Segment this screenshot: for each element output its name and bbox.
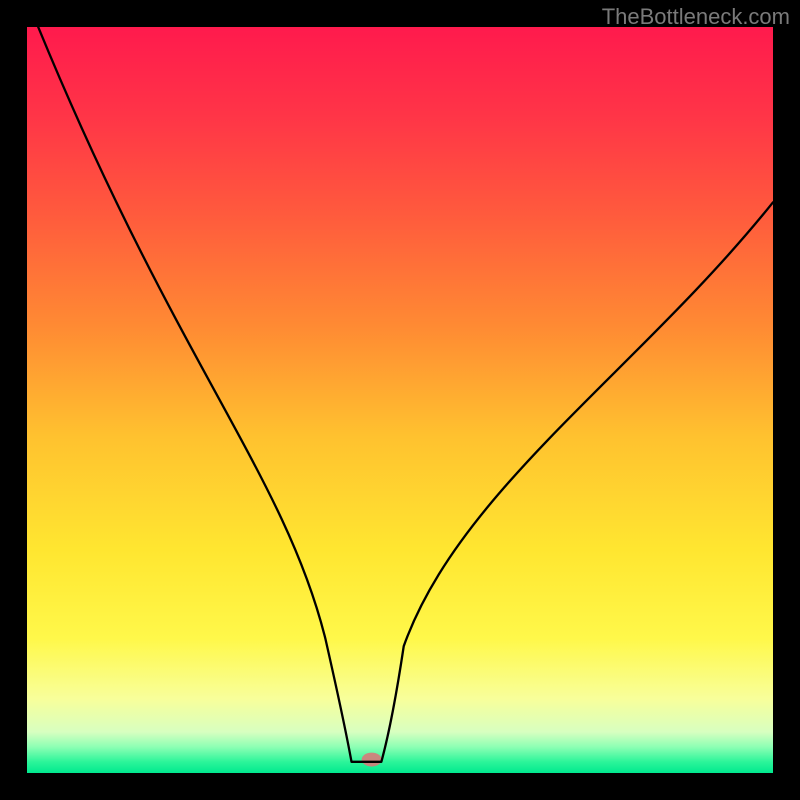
bottleneck-chart-svg <box>0 0 800 800</box>
border-bottom <box>0 773 800 800</box>
plot-area <box>27 27 773 773</box>
border-right <box>773 0 800 800</box>
dip-marker <box>362 753 382 767</box>
chart-stage: TheBottleneck.com <box>0 0 800 800</box>
gradient-background <box>27 27 773 773</box>
watermark-text: TheBottleneck.com <box>602 4 790 30</box>
border-left <box>0 0 27 800</box>
